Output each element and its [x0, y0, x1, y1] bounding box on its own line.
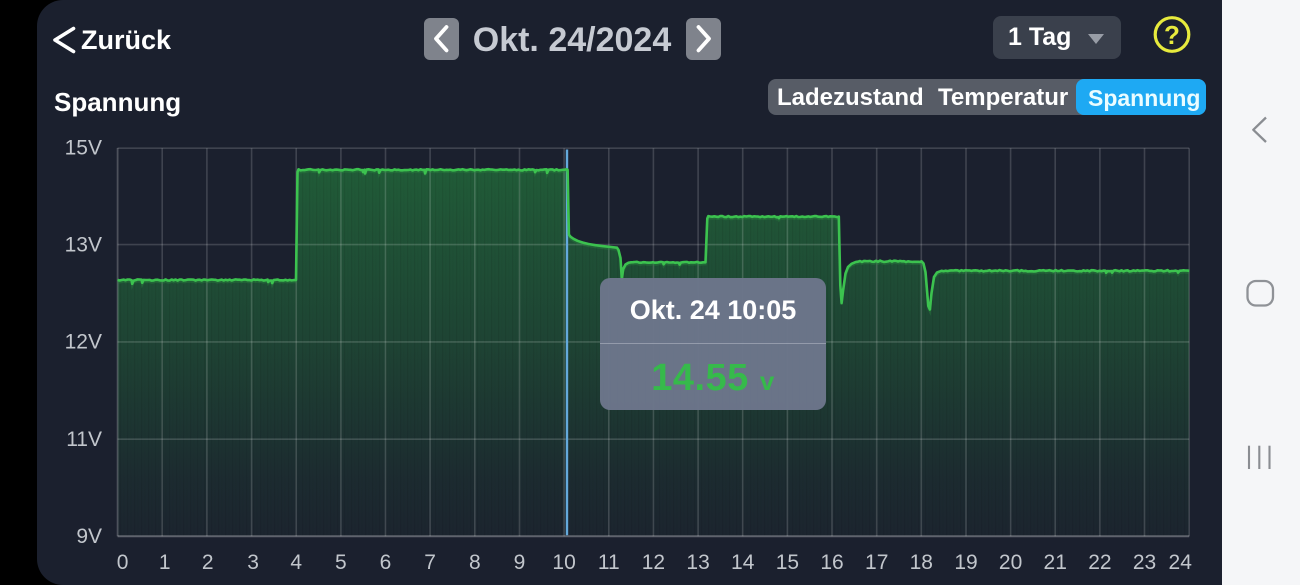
svg-text:15V: 15V — [65, 136, 102, 159]
svg-text:5: 5 — [335, 551, 347, 574]
svg-text:15: 15 — [776, 551, 799, 574]
svg-text:22: 22 — [1088, 551, 1111, 574]
svg-text:10: 10 — [552, 551, 575, 574]
svg-text:1: 1 — [159, 551, 171, 574]
svg-text:9: 9 — [514, 551, 526, 574]
svg-text:8: 8 — [469, 551, 481, 574]
svg-text:7: 7 — [424, 551, 436, 574]
svg-text:11: 11 — [598, 551, 620, 574]
svg-text:3: 3 — [247, 551, 259, 574]
svg-text:9V: 9V — [76, 525, 102, 548]
svg-text:2: 2 — [202, 551, 214, 574]
svg-text:23: 23 — [1133, 551, 1156, 574]
svg-text:13V: 13V — [65, 233, 102, 256]
svg-text:17: 17 — [865, 551, 888, 574]
svg-text:?: ? — [1164, 20, 1180, 50]
svg-text:24: 24 — [1169, 551, 1193, 574]
svg-text:13: 13 — [686, 551, 709, 574]
svg-text:6: 6 — [380, 551, 392, 574]
svg-text:19: 19 — [954, 551, 977, 574]
svg-text:21: 21 — [1044, 551, 1067, 574]
svg-text:0: 0 — [117, 551, 129, 574]
svg-text:12: 12 — [642, 551, 665, 574]
svg-text:14: 14 — [731, 551, 755, 574]
svg-text:12V: 12V — [65, 330, 102, 353]
svg-text:20: 20 — [999, 551, 1022, 574]
svg-text:4: 4 — [290, 551, 302, 574]
svg-text:11V: 11V — [66, 428, 102, 451]
svg-text:16: 16 — [820, 551, 843, 574]
svg-text:18: 18 — [910, 551, 933, 574]
